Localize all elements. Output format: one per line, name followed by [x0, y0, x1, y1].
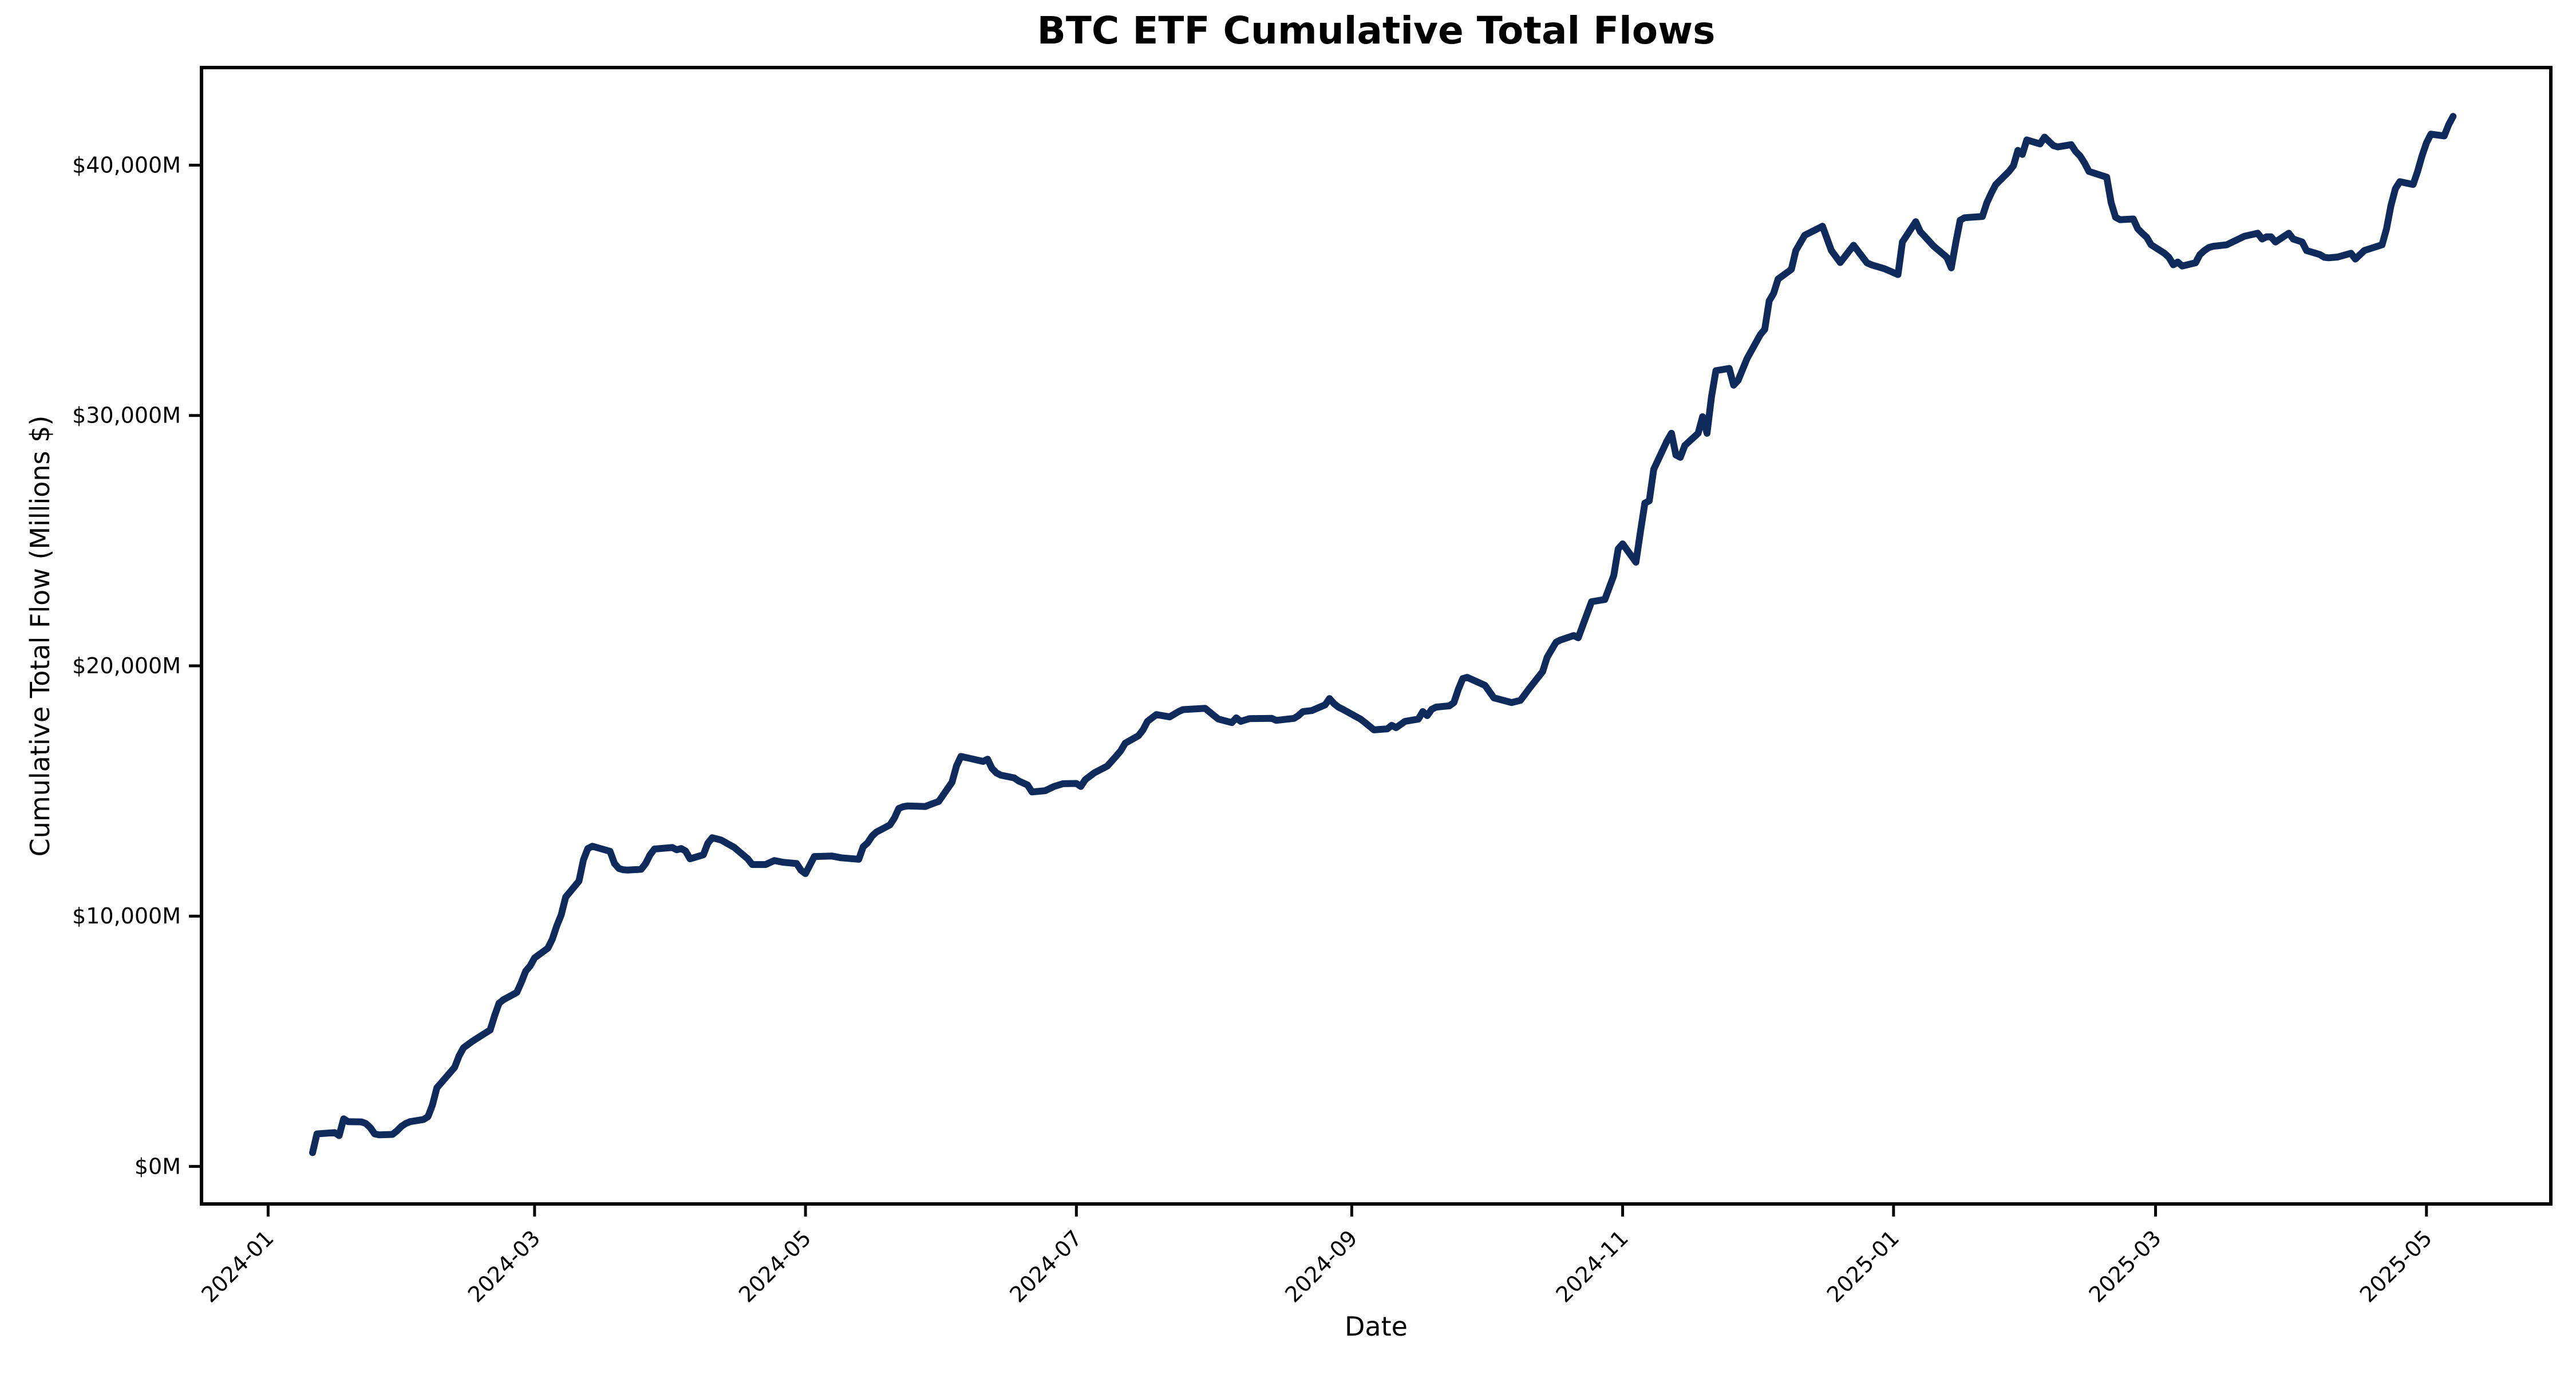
- y-tick-label: $10,000M: [72, 903, 181, 929]
- y-tick-label: $30,000M: [72, 403, 181, 428]
- x-tick-label: 2024-05: [734, 1225, 816, 1307]
- y-tick-label: $0M: [135, 1154, 181, 1179]
- x-axis-label: Date: [1345, 1311, 1408, 1342]
- x-tick-label: 2025-03: [2084, 1225, 2166, 1307]
- flows-line: [309, 113, 2457, 1156]
- x-tick-label: 2024-01: [196, 1225, 278, 1307]
- x-tick-label: 2024-03: [463, 1225, 545, 1307]
- x-tick-label: 2025-01: [1822, 1225, 1904, 1307]
- x-tick-label: 2024-11: [1551, 1225, 1633, 1307]
- x-tick-label: 2024-09: [1280, 1225, 1362, 1307]
- y-tick-label: $40,000M: [72, 153, 181, 178]
- x-tick-label: 2024-07: [1005, 1225, 1086, 1307]
- y-axis-label: Cumulative Total Flow (Millions $): [25, 415, 56, 857]
- y-tick-label: $20,000M: [72, 653, 181, 678]
- chart-title: BTC ETF Cumulative Total Flows: [1037, 9, 1716, 53]
- x-tick-label: 2025-05: [2355, 1225, 2437, 1307]
- axes-spines: [200, 66, 2553, 1206]
